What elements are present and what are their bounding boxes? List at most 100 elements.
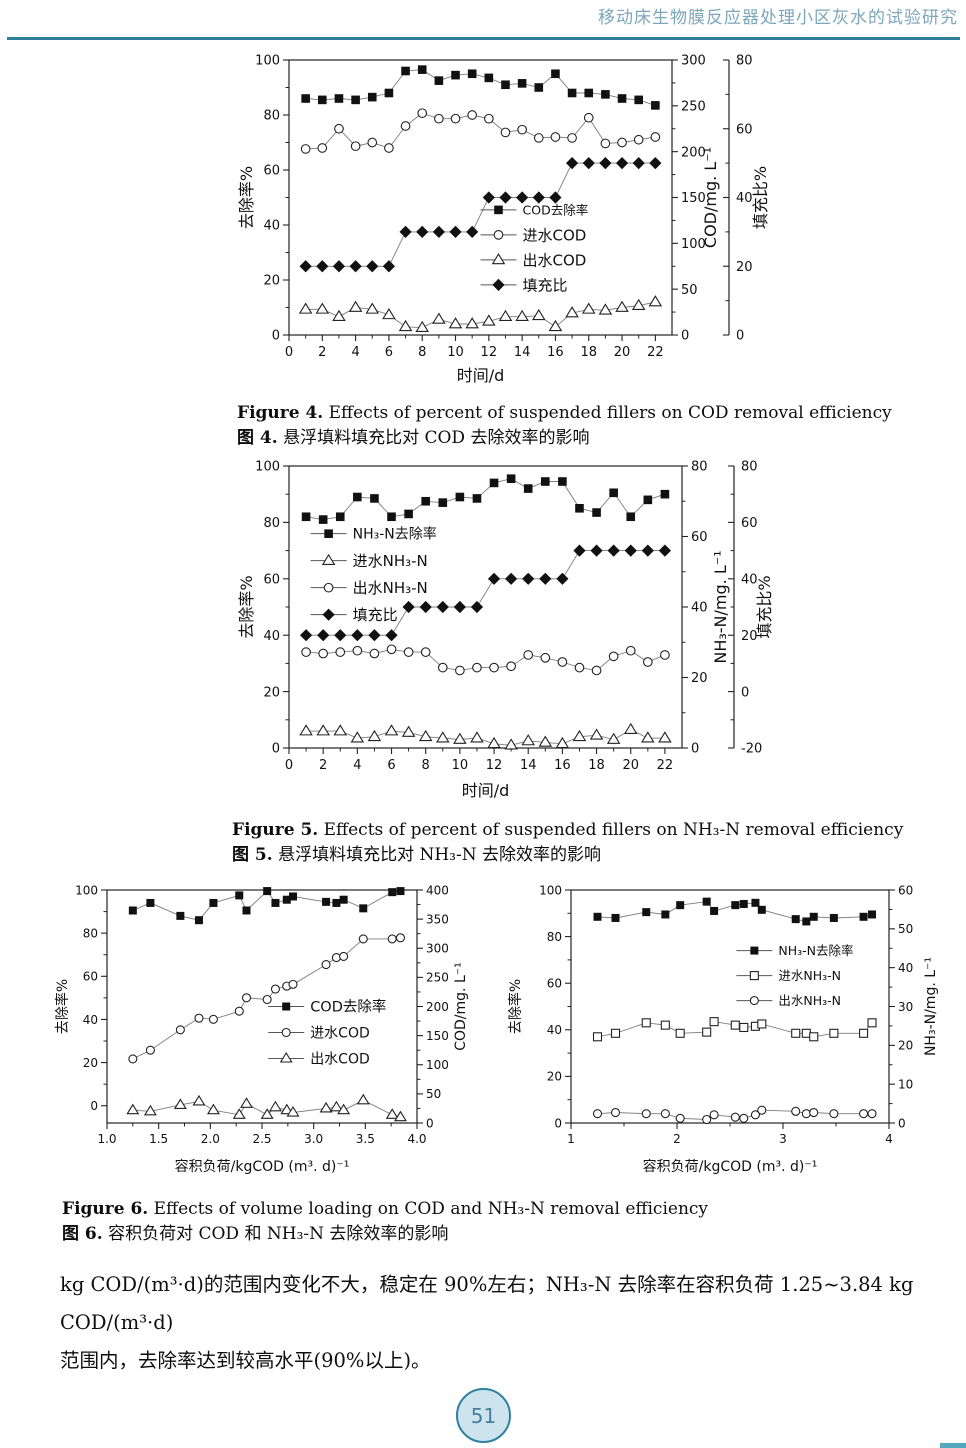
svg-text:250: 250 xyxy=(426,971,449,985)
svg-text:3.5: 3.5 xyxy=(356,1132,375,1146)
figure4-caption-zh-text: 悬浮填料填充比对 COD 去除效率的影响 xyxy=(283,427,590,448)
svg-text:容积负荷/kgCOD (m³. d)⁻¹: 容积负荷/kgCOD (m³. d)⁻¹ xyxy=(175,1158,350,1175)
svg-text:100: 100 xyxy=(426,1058,449,1072)
svg-text:3: 3 xyxy=(779,1132,787,1146)
series-1 xyxy=(300,108,661,154)
svg-text:0: 0 xyxy=(681,329,689,344)
svg-text:时间/d: 时间/d xyxy=(462,781,510,800)
svg-text:50: 50 xyxy=(681,283,698,298)
svg-text:80: 80 xyxy=(736,54,753,69)
svg-text:60: 60 xyxy=(898,883,913,897)
figure4-cod-removal-chart: 0 2 4 6 8 10 12 14 16 18 20 22 时间/d 0 20 40 60 80 100 去除率% 0… xyxy=(237,54,770,385)
svg-text:去除率%: 去除率% xyxy=(507,979,524,1034)
svg-text:8: 8 xyxy=(418,345,426,360)
svg-text:80: 80 xyxy=(691,460,708,475)
svg-text:80: 80 xyxy=(263,516,280,531)
svg-text:填充比%: 填充比% xyxy=(755,575,774,638)
figure6-caption-zh: 图 6. 容积负荷对 COD 和 NH₃-N 去除效率的影响 xyxy=(62,1222,708,1247)
svg-text:1: 1 xyxy=(567,1132,575,1146)
svg-text:0: 0 xyxy=(691,742,699,757)
figure6-caption-zh-text: 容积负荷对 COD 和 NH₃-N 去除效率的影响 xyxy=(108,1223,449,1244)
svg-text:容积负荷/kgCOD (m³. d)⁻¹: 容积负荷/kgCOD (m³. d)⁻¹ xyxy=(643,1158,818,1175)
svg-text:40: 40 xyxy=(263,219,280,234)
svg-text:6: 6 xyxy=(385,345,393,360)
svg-text:3.0: 3.0 xyxy=(304,1132,323,1146)
svg-text:20: 20 xyxy=(547,1070,562,1084)
svg-text:100: 100 xyxy=(255,460,280,475)
axes: 0 2 4 6 8 10 12 14 16 18 20 22 时间/d 0 20 40 60 80 100 去除率% 0… xyxy=(237,460,774,800)
svg-text:4.0: 4.0 xyxy=(407,1132,426,1146)
svg-text:20: 20 xyxy=(83,1056,98,1070)
legend-item: 出水NH₃-N xyxy=(736,993,841,1008)
svg-text:40: 40 xyxy=(691,601,708,616)
svg-text:4: 4 xyxy=(351,345,359,360)
figure5-caption-zh-text: 悬浮填料填充比对 NH₃-N 去除效率的影响 xyxy=(278,844,602,865)
svg-text:10: 10 xyxy=(898,1077,913,1091)
series-2 xyxy=(592,1105,877,1125)
legend-item: 出水COD xyxy=(268,1052,370,1068)
svg-text:去除率%: 去除率% xyxy=(237,575,256,638)
svg-text:60: 60 xyxy=(547,977,562,991)
svg-text:2.0: 2.0 xyxy=(201,1132,220,1146)
svg-text:18: 18 xyxy=(588,758,605,773)
svg-text:50: 50 xyxy=(426,1087,441,1101)
svg-text:4: 4 xyxy=(885,1132,893,1146)
svg-text:进水COD: 进水COD xyxy=(523,226,587,244)
svg-text:出水COD: 出水COD xyxy=(523,251,587,269)
svg-text:0: 0 xyxy=(285,345,293,360)
figure4-caption-en-text: Effects of percent of suspended fillers … xyxy=(328,403,892,423)
svg-text:出水NH₃-N: 出水NH₃-N xyxy=(353,579,428,597)
legend-item: NH₃-N去除率 xyxy=(736,943,853,958)
svg-text:10: 10 xyxy=(447,345,464,360)
svg-text:COD/mg. L⁻¹: COD/mg. L⁻¹ xyxy=(453,962,469,1051)
svg-text:NH₃-N去除率: NH₃-N去除率 xyxy=(353,526,437,543)
svg-text:14: 14 xyxy=(520,758,537,773)
series-1 xyxy=(299,722,672,750)
legend-item: 进水NH₃-N xyxy=(736,968,841,983)
svg-text:22: 22 xyxy=(647,345,664,360)
figure5-caption-en: Figure 5. Effects of percent of suspende… xyxy=(232,818,903,843)
svg-text:40: 40 xyxy=(736,191,753,206)
svg-text:60: 60 xyxy=(741,516,758,531)
svg-text:60: 60 xyxy=(263,572,280,587)
svg-text:NH₃-N/mg. L⁻¹: NH₃-N/mg. L⁻¹ xyxy=(923,957,939,1056)
figure6-caption-zh-label: 图 6. xyxy=(62,1223,103,1244)
svg-text:20: 20 xyxy=(691,671,708,686)
svg-text:60: 60 xyxy=(263,164,280,179)
svg-text:2: 2 xyxy=(319,758,327,773)
svg-text:时间/d: 时间/d xyxy=(457,366,505,385)
svg-text:进水NH₃-N: 进水NH₃-N xyxy=(778,968,841,983)
svg-text:去除率%: 去除率% xyxy=(237,166,256,229)
svg-text:80: 80 xyxy=(547,930,562,944)
series-2 xyxy=(298,295,663,333)
figure5-caption-en-label: Figure 5. xyxy=(232,820,319,840)
series-0 xyxy=(301,65,660,110)
svg-text:6: 6 xyxy=(387,758,395,773)
svg-text:20: 20 xyxy=(736,260,753,275)
figure4-caption: Figure 4. Effects of percent of suspende… xyxy=(237,401,892,450)
svg-text:-20: -20 xyxy=(741,742,762,757)
svg-text:350: 350 xyxy=(426,912,449,926)
svg-text:NH₃-N去除率: NH₃-N去除率 xyxy=(778,943,853,958)
svg-text:20: 20 xyxy=(614,345,631,360)
svg-text:300: 300 xyxy=(426,942,449,956)
svg-text:COD去除率: COD去除率 xyxy=(523,202,589,217)
svg-text:40: 40 xyxy=(741,572,758,587)
svg-text:40: 40 xyxy=(83,1013,98,1027)
legend-item: NH₃-N去除率 xyxy=(310,526,437,543)
svg-text:400: 400 xyxy=(426,883,449,897)
figure5-caption-en-text: Effects of percent of suspended fillers … xyxy=(323,820,904,840)
body-paragraph: kg COD/(m³·d)的范围内变化不大，稳定在 90%左右；NH₃-N 去除… xyxy=(60,1266,952,1380)
svg-text:80: 80 xyxy=(741,460,758,475)
legend-item: 进水COD xyxy=(268,1026,370,1042)
figure4-caption-en: Figure 4. Effects of percent of suspende… xyxy=(237,401,892,426)
figure4-caption-zh: 图 4. 悬浮填料填充比对 COD 去除效率的影响 xyxy=(237,426,892,451)
svg-text:60: 60 xyxy=(691,530,708,545)
series-3 xyxy=(299,157,662,273)
svg-text:40: 40 xyxy=(547,1023,562,1037)
svg-text:14: 14 xyxy=(514,345,531,360)
svg-text:COD去除率: COD去除率 xyxy=(310,999,386,1016)
